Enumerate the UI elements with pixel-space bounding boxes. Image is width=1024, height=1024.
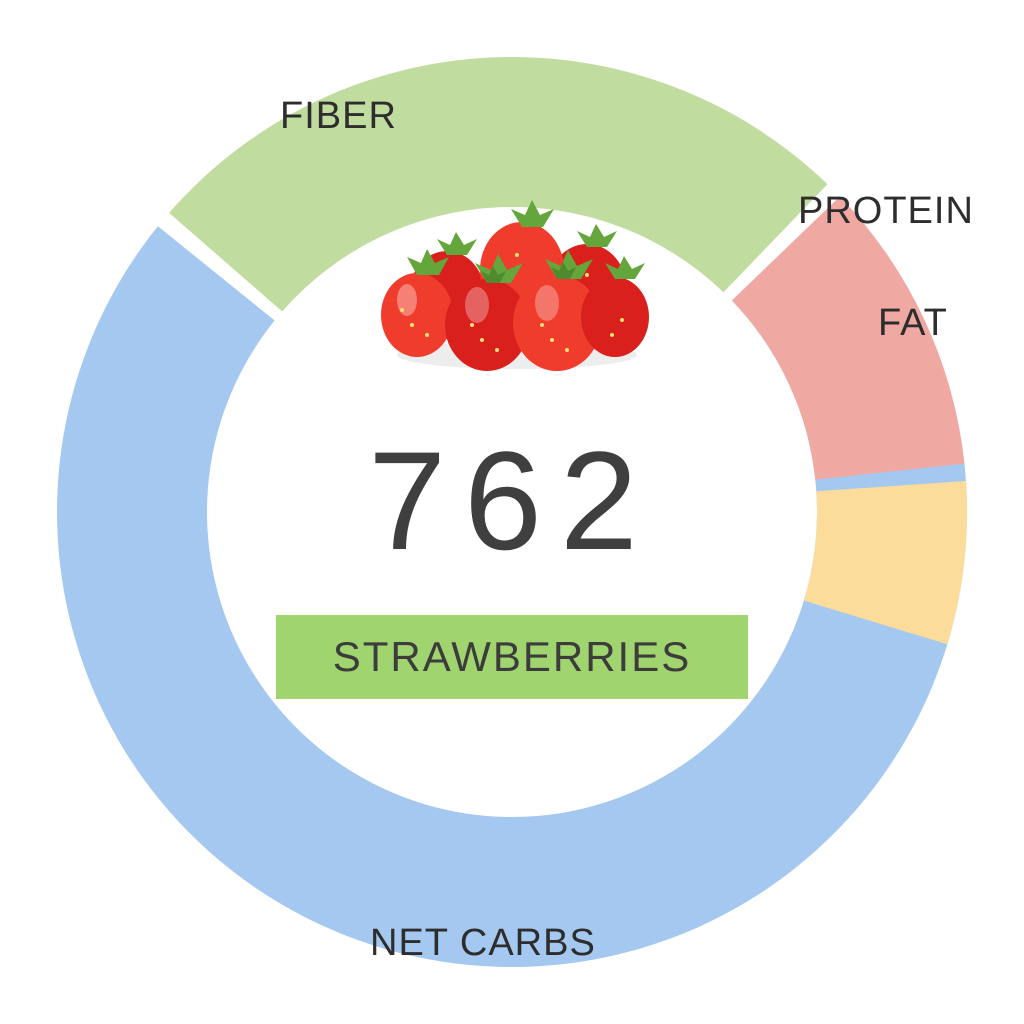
label-fat: FAT: [878, 302, 948, 345]
food-name-badge: STRAWBERRIES: [276, 615, 748, 699]
label-fiber: FIBER: [280, 95, 397, 138]
label-protein: PROTEIN: [798, 190, 974, 233]
label-net-carbs: NET CARBS: [370, 922, 596, 965]
strawberries-icon: [357, 175, 667, 375]
calorie-value: 762: [0, 420, 1024, 582]
nutrition-donut-card: 762 STRAWBERRIES NET CARBS FIBER PROTEIN…: [0, 0, 1024, 1024]
